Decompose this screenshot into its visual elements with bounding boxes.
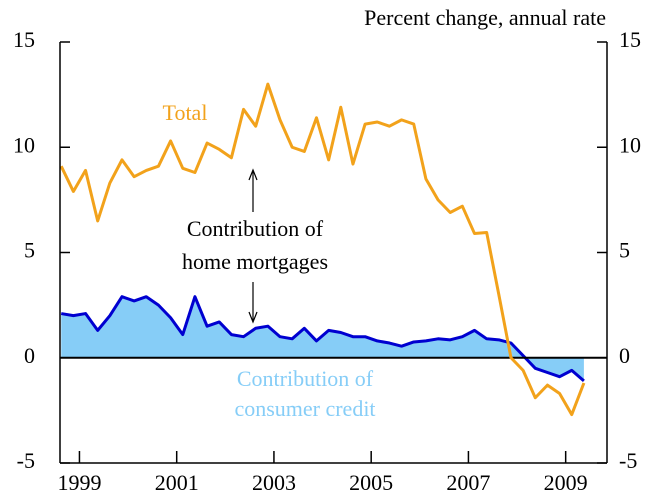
y2-tick-label: 15 <box>619 27 641 52</box>
x-tick-label: 2005 <box>349 470 393 495</box>
y2-tick-label: 10 <box>619 132 641 157</box>
arrows <box>248 168 258 324</box>
annotation: home mortgages <box>182 249 328 274</box>
y-tick-label: 10 <box>13 132 35 157</box>
y2-tick-label: 0 <box>619 343 630 368</box>
y-tick-label: -5 <box>17 448 35 473</box>
annotation: Contribution of <box>187 216 324 241</box>
y2-tick-label: 5 <box>619 238 630 263</box>
y-axis-label: Percent change, annual rate <box>364 5 606 30</box>
y-tick-label: 0 <box>24 343 35 368</box>
y-tick-label: 5 <box>24 238 35 263</box>
x-tick-label: 2003 <box>252 470 296 495</box>
annotation: Total <box>163 100 208 125</box>
line <box>59 82 586 417</box>
x-tick-label: 2009 <box>544 470 588 495</box>
area <box>61 296 584 381</box>
x-tick-label: 2001 <box>155 470 199 495</box>
x-tick-label: 1999 <box>57 470 101 495</box>
x-tick-label: 2007 <box>446 470 490 495</box>
y-tick-label: 15 <box>13 27 35 52</box>
line <box>60 295 585 383</box>
y2-tick-label: -5 <box>619 448 637 473</box>
annotation: consumer credit <box>234 396 375 421</box>
annotation: Contribution of <box>237 366 374 391</box>
